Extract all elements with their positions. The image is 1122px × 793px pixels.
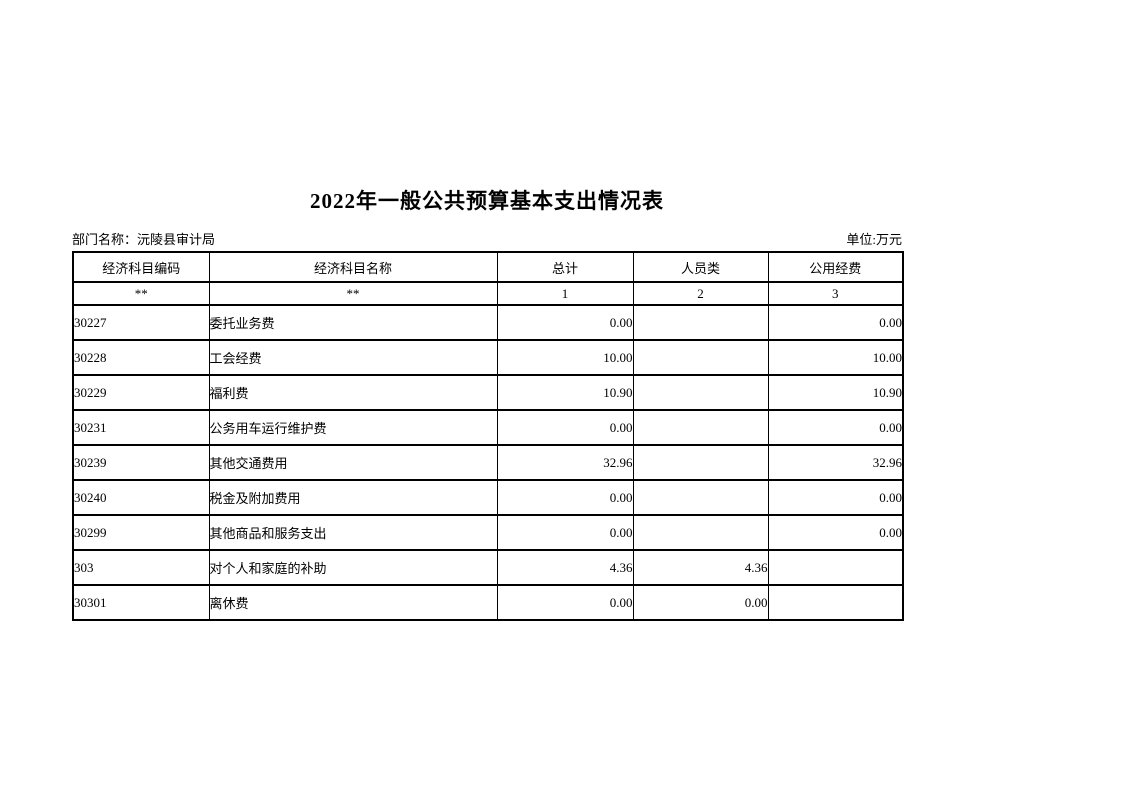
table-body: 30227 委托业务费 0.00 0.00 30228 工会经费 10.00 10.00 302…: [72, 304, 904, 621]
cell-personnel: [632, 479, 769, 516]
cell-subject-name: 其他交通费用: [208, 444, 498, 481]
table-meta-row: 部门名称：沅陵县审计局 单位:万元: [72, 229, 902, 248]
cell-public-funds: 0.00: [767, 479, 904, 516]
cell-personnel: 4.36: [632, 549, 769, 586]
subheader-subject-name: **: [208, 281, 498, 306]
subheader-public-funds: 3: [767, 281, 904, 306]
cell-subject-code: 30299: [72, 514, 210, 551]
cell-public-funds: [767, 584, 904, 621]
cell-personnel: 0.00: [632, 584, 769, 621]
cell-personnel: [632, 339, 769, 376]
col-header-subject-name: 经济科目名称: [208, 251, 498, 283]
table-row: 30240 税金及附加费用 0.00 0.00: [72, 479, 904, 516]
cell-personnel: [632, 409, 769, 446]
col-header-personnel: 人员类: [632, 251, 769, 283]
table-row: 303 对个人和家庭的补助 4.36 4.36: [72, 549, 904, 586]
cell-public-funds: 0.00: [767, 514, 904, 551]
table-row: 30231 公务用车运行维护费 0.00 0.00: [72, 409, 904, 446]
cell-subject-name: 离休费: [208, 584, 498, 621]
cell-total: 0.00: [496, 304, 634, 341]
cell-subject-code: 30229: [72, 374, 210, 411]
page-title: 2022年一般公共预算基本支出情况表: [310, 189, 664, 213]
cell-public-funds: 0.00: [767, 409, 904, 446]
cell-total: 0.00: [496, 479, 634, 516]
table-subheader-row: ** ** 1 2 3: [72, 281, 904, 306]
cell-total: 10.90: [496, 374, 634, 411]
cell-public-funds: [767, 549, 904, 586]
cell-total: 4.36: [496, 549, 634, 586]
cell-public-funds: 10.00: [767, 339, 904, 376]
table-row: 30301 离休费 0.00 0.00: [72, 584, 904, 621]
cell-personnel: [632, 304, 769, 341]
col-header-total: 总计: [496, 251, 634, 283]
unit-label: 单位:万元: [846, 232, 902, 247]
cell-subject-name: 工会经费: [208, 339, 498, 376]
cell-public-funds: 10.90: [767, 374, 904, 411]
cell-subject-code: 30231: [72, 409, 210, 446]
cell-total: 10.00: [496, 339, 634, 376]
cell-subject-name: 福利费: [208, 374, 498, 411]
cell-subject-name: 其他商品和服务支出: [208, 514, 498, 551]
subheader-subject-code: **: [72, 281, 210, 306]
department-name-label: 部门名称：沅陵县审计局: [72, 232, 216, 247]
cell-subject-code: 30240: [72, 479, 210, 516]
table-row: 30229 福利费 10.90 10.90: [72, 374, 904, 411]
cell-subject-code: 30239: [72, 444, 210, 481]
cell-total: 0.00: [496, 409, 634, 446]
cell-total: 32.96: [496, 444, 634, 481]
subheader-total: 1: [496, 281, 634, 306]
cell-total: 0.00: [496, 514, 634, 551]
cell-subject-code: 30227: [72, 304, 210, 341]
subheader-personnel: 2: [632, 281, 769, 306]
cell-subject-name: 对个人和家庭的补助: [208, 549, 498, 586]
cell-total: 0.00: [496, 584, 634, 621]
budget-table: 经济科目编码 经济科目名称 总计 人员类 公用经费 ** ** 1 2 3 30…: [72, 251, 904, 621]
cell-subject-code: 30301: [72, 584, 210, 621]
cell-personnel: [632, 374, 769, 411]
cell-personnel: [632, 444, 769, 481]
cell-subject-name: 委托业务费: [208, 304, 498, 341]
cell-subject-name: 公务用车运行维护费: [208, 409, 498, 446]
table-row: 30239 其他交通费用 32.96 32.96: [72, 444, 904, 481]
cell-public-funds: 32.96: [767, 444, 904, 481]
cell-subject-name: 税金及附加费用: [208, 479, 498, 516]
col-header-public-funds: 公用经费: [767, 251, 904, 283]
table-row: 30227 委托业务费 0.00 0.00: [72, 304, 904, 341]
cell-subject-code: 303: [72, 549, 210, 586]
cell-personnel: [632, 514, 769, 551]
col-header-subject-code: 经济科目编码: [72, 251, 210, 283]
table-header-row: 经济科目编码 经济科目名称 总计 人员类 公用经费: [72, 251, 904, 283]
table-row: 30299 其他商品和服务支出 0.00 0.00: [72, 514, 904, 551]
table-row: 30228 工会经费 10.00 10.00: [72, 339, 904, 376]
cell-public-funds: 0.00: [767, 304, 904, 341]
cell-subject-code: 30228: [72, 339, 210, 376]
